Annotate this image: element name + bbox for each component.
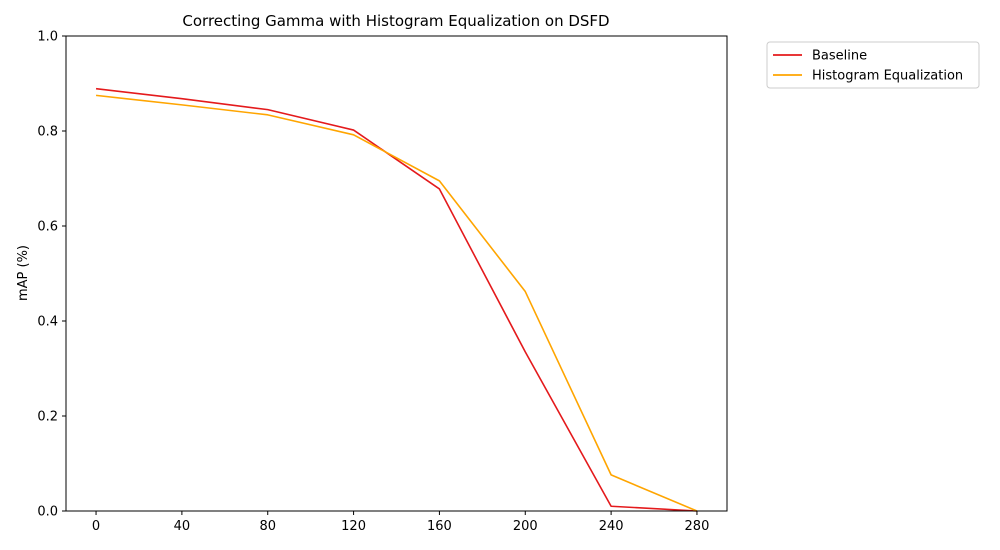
x-tick-label: 200: [513, 519, 538, 534]
series-layer: [95, 87, 698, 512]
plot-frame: [65, 35, 728, 512]
y-tick-label: 0.8: [37, 125, 58, 140]
legend-label-histogram-equalization: Histogram Equalization: [812, 69, 963, 84]
x-tick-label: 80: [259, 519, 276, 534]
x-tick-label: 280: [685, 519, 710, 534]
chart-title: Correcting Gamma with Histogram Equaliza…: [182, 12, 609, 30]
y-tick-label: 0.4: [37, 315, 58, 330]
y-tick-label: 1.0: [37, 30, 58, 45]
x-axis: 0 40 80 120 160 200 240 280: [92, 511, 709, 534]
x-tick-label: 240: [599, 519, 624, 534]
legend: Baseline Histogram Equalization: [766, 41, 980, 89]
x-tick-label: 160: [427, 519, 452, 534]
series-line-histogram-equalization: [95, 94, 698, 512]
x-tick-label: 0: [92, 519, 100, 534]
y-tick-label: 0.0: [37, 505, 58, 520]
y-tick-label: 0.6: [37, 220, 58, 235]
x-tick-label: 40: [174, 519, 191, 534]
y-tick-label: 0.2: [37, 410, 58, 425]
legend-label-baseline: Baseline: [812, 49, 867, 64]
y-axis: 0.0 0.2 0.4 0.6 0.8 1.0: [37, 30, 66, 520]
legend-box: [766, 41, 980, 89]
y-axis-label: mAP (%): [16, 245, 31, 301]
series-line-baseline: [95, 87, 697, 512]
x-tick-label: 120: [341, 519, 366, 534]
